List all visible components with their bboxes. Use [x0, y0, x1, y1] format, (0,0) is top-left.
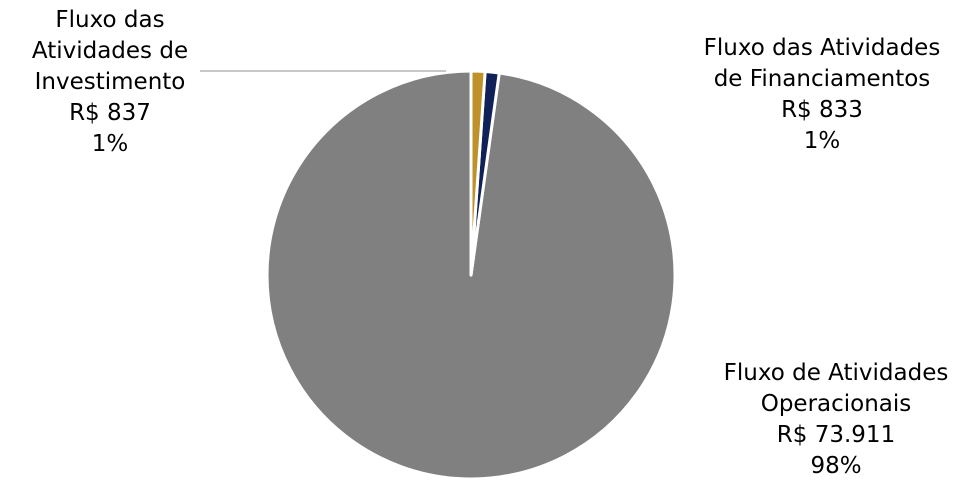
data-label-operacionais-value: R$ 73.911: [776, 422, 896, 448]
data-label-operacionais: Fluxo de Atividades Operacionais R$ 73.9…: [700, 358, 972, 482]
data-label-operacionais-percent: 98%: [810, 453, 862, 479]
data-label-investimento-line-2: Atividades de: [31, 38, 189, 64]
data-label-financiamentos-percent: 1%: [803, 128, 841, 154]
data-label-investimento-value: R$ 837: [69, 100, 151, 126]
data-label-financiamentos-value: R$ 833: [781, 97, 863, 123]
data-label-financiamentos-line-2: de Financiamentos: [713, 66, 931, 92]
data-label-investimento-line-1: Fluxo das: [55, 7, 165, 33]
data-label-financiamentos-line-1: Fluxo das Atividades: [703, 35, 941, 61]
data-label-investimento-percent: 1%: [91, 131, 129, 157]
data-label-operacionais-line-2: Operacionais: [760, 391, 912, 417]
pie-slices: [265, 69, 677, 481]
data-label-operacionais-line-1: Fluxo de Atividades: [723, 360, 949, 386]
pie-slice-financiamentos: [469, 69, 487, 277]
data-label-financiamentos: Fluxo das Atividades de Financiamentos R…: [672, 33, 972, 157]
data-label-investimento-line-3: Investimento: [34, 69, 186, 95]
data-label-investimento: Fluxo das Atividades de Investimento R$ …: [12, 5, 208, 160]
